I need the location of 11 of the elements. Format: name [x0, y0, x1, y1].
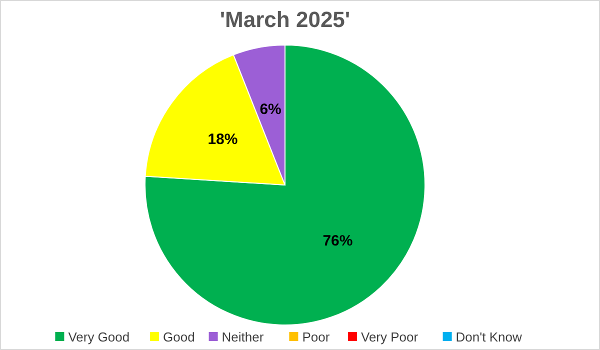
data-label: 6% — [260, 100, 282, 118]
chart-title: 'March 2025' — [220, 7, 350, 32]
data-label: 76% — [322, 232, 353, 250]
legend-label: Poor — [302, 330, 330, 344]
legend-label: Very Poor — [361, 330, 419, 344]
pie-slice — [144, 44, 426, 326]
data-label: 18% — [208, 131, 238, 148]
legend-label: Very Good — [68, 330, 130, 344]
legend-label: Good — [163, 330, 195, 344]
legend-label: Neither — [222, 330, 264, 344]
legend-label: Don't Know — [456, 330, 522, 344]
